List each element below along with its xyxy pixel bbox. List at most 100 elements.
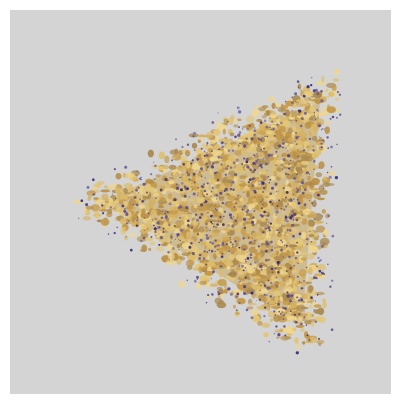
atom-dot	[78, 217, 80, 219]
atom-dot	[265, 294, 268, 297]
atom-dot	[271, 271, 274, 274]
atom-dot	[209, 241, 212, 244]
density-blob	[142, 188, 150, 197]
density-blob	[213, 160, 220, 164]
atom-dot	[226, 203, 227, 205]
atom-dot	[276, 123, 279, 126]
atom-dot	[256, 152, 259, 155]
atom-dot	[219, 265, 222, 268]
atom-dot	[195, 213, 198, 216]
atom-dot	[243, 248, 246, 251]
density-blob	[241, 245, 248, 249]
atom-dot	[319, 259, 322, 262]
atom-dot	[188, 196, 190, 198]
atom-dot	[131, 190, 134, 193]
atom-dot	[259, 121, 263, 124]
atom-dot	[233, 272, 235, 274]
atom-dot	[229, 236, 231, 238]
atom-dot	[275, 214, 277, 216]
atom-dot	[207, 294, 210, 296]
density-blob	[229, 271, 237, 278]
atom-dot	[287, 154, 291, 158]
density-blob	[292, 155, 300, 160]
density-blob	[220, 230, 227, 234]
density-blob	[324, 126, 331, 134]
atom-dot	[269, 178, 272, 181]
atom-dot	[306, 243, 309, 246]
atom-dot	[186, 187, 189, 190]
atom-dot	[231, 243, 234, 246]
density-blob	[229, 132, 235, 137]
atom-dot	[271, 120, 274, 123]
atom-dot	[154, 230, 157, 234]
atom-dot	[137, 186, 140, 189]
atom-dot	[257, 137, 260, 140]
atom-dot	[212, 187, 214, 189]
density-blob	[213, 157, 223, 161]
atom-dot	[212, 225, 215, 228]
density-blob	[209, 283, 218, 287]
atom-dot	[180, 182, 184, 185]
atom-dot	[191, 183, 193, 185]
density-blob	[309, 245, 319, 253]
density-blob	[90, 204, 100, 212]
atom-dot	[193, 149, 196, 152]
atom-dot	[203, 154, 206, 157]
density-blob	[259, 240, 267, 243]
atom-dot	[209, 229, 211, 232]
atom-dot	[269, 200, 272, 204]
atom-dot	[206, 165, 209, 168]
density-blob	[165, 259, 175, 263]
atom-dot	[213, 171, 217, 175]
atom-dot	[315, 276, 318, 280]
density-blob	[269, 175, 276, 181]
density-blob	[292, 183, 299, 189]
atom-dot	[277, 333, 281, 337]
atom-dot	[178, 238, 180, 240]
density-blob	[305, 198, 310, 207]
atom-dot	[266, 242, 269, 246]
density-blob	[113, 209, 119, 212]
density-blob	[182, 175, 186, 180]
atom-dot	[140, 176, 142, 178]
atom-dot	[314, 118, 316, 120]
density-blob	[230, 251, 235, 255]
density-blob	[185, 150, 191, 157]
density-blob	[256, 146, 262, 153]
atom-dot	[215, 194, 218, 197]
atom-dot	[299, 281, 301, 283]
density-blob	[303, 155, 314, 162]
atom-dot	[294, 92, 298, 96]
atom-dot	[251, 237, 253, 239]
density-blob	[294, 180, 300, 184]
atom-dot	[197, 186, 199, 189]
density-blob	[96, 181, 105, 185]
density-blob	[242, 197, 246, 202]
density-blob	[286, 173, 293, 180]
density-blob	[255, 246, 259, 250]
atom-dot	[339, 113, 342, 116]
atom-dot	[313, 112, 315, 114]
atom-dot	[171, 246, 175, 250]
atom-dot	[253, 189, 257, 193]
atom-dot	[261, 214, 264, 218]
atom-dot	[176, 236, 179, 238]
atom-dot	[274, 267, 277, 270]
atom-dot	[139, 198, 142, 201]
density-blob	[282, 226, 291, 230]
atom-dot	[191, 159, 194, 162]
atom-dot	[179, 205, 183, 209]
atom-dot	[296, 241, 298, 244]
density-blob	[116, 206, 121, 211]
atom-dot	[280, 248, 283, 252]
atom-dot	[336, 116, 338, 119]
density-blob	[252, 278, 262, 283]
atom-dot	[287, 173, 290, 176]
density-blob	[123, 183, 133, 189]
density-blob	[125, 172, 135, 179]
atom-dot	[282, 146, 284, 149]
atom-dot	[238, 145, 240, 147]
atom-dot	[260, 200, 262, 202]
atom-dot	[229, 166, 233, 169]
atom-dot	[309, 230, 311, 232]
